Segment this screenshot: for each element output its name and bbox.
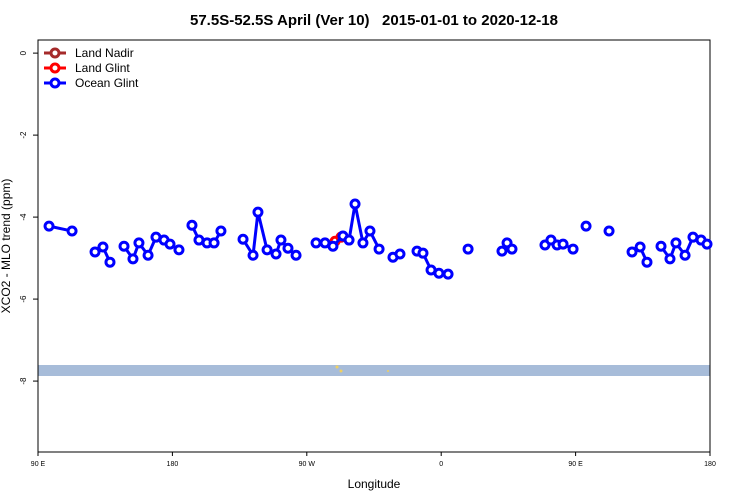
x-tick-label: 180 xyxy=(167,461,179,468)
x-tick-label: 0 xyxy=(439,461,443,468)
point xyxy=(282,242,294,254)
point xyxy=(701,238,713,250)
point xyxy=(603,225,615,237)
point xyxy=(118,240,130,252)
y-tick-label: -4 xyxy=(19,213,28,221)
point xyxy=(104,256,116,268)
point xyxy=(270,248,282,260)
land-dot xyxy=(335,365,339,369)
legend-marker xyxy=(49,77,61,89)
point xyxy=(373,243,385,255)
point xyxy=(626,246,638,258)
point xyxy=(462,243,474,255)
point xyxy=(580,220,592,232)
point xyxy=(186,219,198,231)
point xyxy=(433,267,445,279)
point xyxy=(655,240,667,252)
land-dot xyxy=(339,369,343,373)
point xyxy=(261,244,273,256)
point xyxy=(670,237,682,249)
point xyxy=(310,237,322,249)
legend-marker xyxy=(49,47,61,59)
point xyxy=(290,249,302,261)
y-tick-label: -6 xyxy=(19,295,28,303)
y-tick-label: 0 xyxy=(19,50,28,55)
point xyxy=(496,245,508,257)
x-tick-label: 90 E xyxy=(568,461,583,468)
point xyxy=(252,206,264,218)
point xyxy=(567,243,579,255)
x-tick-label: 90 W xyxy=(299,461,316,468)
point xyxy=(349,198,361,210)
point xyxy=(634,241,646,253)
y-tick-label: -2 xyxy=(19,131,28,139)
point xyxy=(557,238,569,250)
x-tick-label: 180 xyxy=(704,461,716,468)
point xyxy=(215,225,227,237)
legend-label: Ocean Glint xyxy=(75,76,139,90)
point xyxy=(208,237,220,249)
point xyxy=(173,244,185,256)
y-axis-label: XCO2 - MLO trend (ppm) xyxy=(0,179,13,314)
point xyxy=(237,233,249,245)
legend-label: Land Glint xyxy=(75,61,130,75)
point xyxy=(394,248,406,260)
x-axis-label: Longitude xyxy=(348,477,401,491)
chart-title: 57.5S-52.5S April (Ver 10) 2015-01-01 to… xyxy=(190,12,558,29)
point xyxy=(357,237,369,249)
point xyxy=(275,234,287,246)
point xyxy=(89,246,101,258)
point xyxy=(442,268,454,280)
x-tick-label: 90 E xyxy=(31,461,46,468)
y-tick-label: -8 xyxy=(19,377,28,385)
series-line xyxy=(48,203,708,276)
point xyxy=(364,225,376,237)
land-dot xyxy=(387,370,389,372)
point xyxy=(43,220,55,232)
point xyxy=(66,225,78,237)
point xyxy=(142,249,154,261)
legend-label: Land Nadir xyxy=(75,46,134,60)
point xyxy=(164,238,176,250)
point xyxy=(247,249,259,261)
point xyxy=(127,253,139,265)
point xyxy=(327,240,339,252)
point xyxy=(641,256,653,268)
point xyxy=(506,243,518,255)
land-strip xyxy=(38,365,710,376)
legend-marker xyxy=(49,62,61,74)
point xyxy=(97,241,109,253)
point xyxy=(664,253,676,265)
point xyxy=(417,247,429,259)
point xyxy=(679,249,691,261)
point xyxy=(133,237,145,249)
point xyxy=(343,234,355,246)
